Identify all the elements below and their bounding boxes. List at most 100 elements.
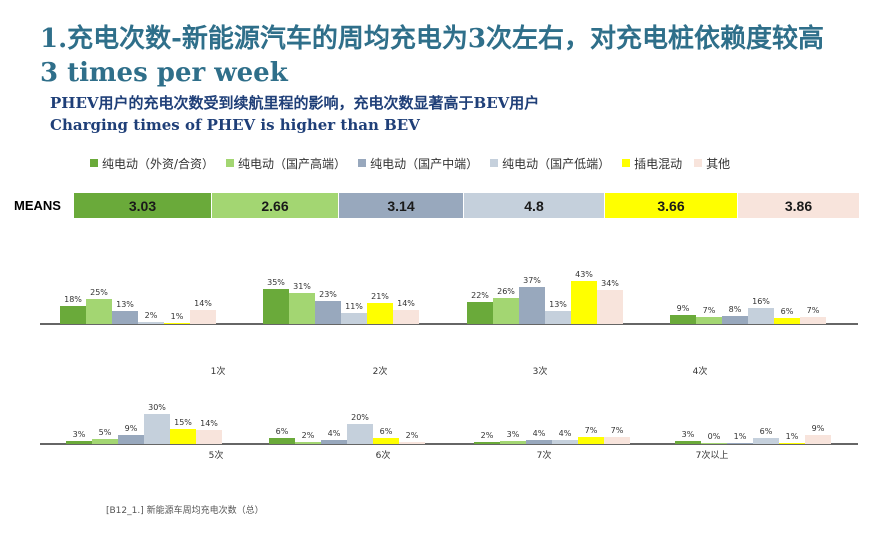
bar	[722, 316, 748, 324]
data-label: 25%	[90, 288, 108, 297]
data-label: 1%	[171, 312, 184, 321]
bar	[701, 443, 727, 444]
bar	[269, 438, 295, 444]
subtitle-line-1: PHEV用户的充电次数受到续航里程的影响，充电次数显著高于BEV用户	[50, 94, 540, 112]
bar	[263, 289, 289, 324]
bar	[367, 303, 393, 324]
legend-label: 纯电动（国产中端）	[370, 156, 479, 171]
data-label: 18%	[64, 295, 82, 304]
category-label: 3次	[533, 365, 548, 377]
means-bar: 3.03 2.66 3.14 4.8 3.66 3.86	[74, 193, 860, 218]
bar	[748, 308, 774, 324]
data-label: 20%	[351, 413, 369, 422]
legend-swatch	[358, 159, 367, 167]
data-label: 34%	[601, 279, 619, 288]
data-label: 0%	[708, 432, 721, 441]
data-label: 26%	[497, 287, 515, 296]
bar	[118, 435, 144, 444]
category-label: 2次	[373, 365, 388, 377]
legend-item: 纯电动（外资/合资）	[90, 155, 214, 172]
data-label: 4%	[559, 429, 572, 438]
footnote: [B12_1.] 新能源车周均充电次数（总）	[106, 506, 264, 516]
bar	[347, 424, 373, 444]
data-label: 4%	[533, 429, 546, 438]
legend-swatch	[694, 159, 703, 167]
bar	[341, 313, 367, 324]
bar	[315, 301, 341, 324]
means-cell: 3.14	[339, 193, 464, 218]
legend-swatch	[226, 159, 235, 167]
bar	[696, 317, 722, 324]
bar	[604, 437, 630, 444]
bar	[66, 441, 92, 444]
legend-label: 纯电动（外资/合资）	[102, 156, 215, 171]
legend-swatch	[90, 159, 98, 167]
means-cell: 2.66	[212, 193, 339, 218]
data-label: 7%	[585, 426, 598, 435]
legend-item: 纯电动（国产中端）	[358, 155, 478, 172]
data-label: 2%	[302, 431, 315, 440]
data-label: 16%	[752, 297, 770, 306]
legend-item: 插电混动	[622, 155, 682, 172]
bar	[753, 438, 779, 444]
bar	[779, 443, 805, 444]
subtitle-line-2: Charging times of PHEV is higher than BE…	[50, 116, 420, 134]
data-label: 6%	[276, 427, 289, 436]
bar	[373, 438, 399, 444]
bar	[399, 442, 425, 444]
data-label: 6%	[760, 427, 773, 436]
data-label: 1%	[786, 432, 799, 441]
data-label: 9%	[812, 424, 825, 433]
data-label: 43%	[575, 270, 593, 279]
bar	[86, 299, 112, 324]
page-title: 1.充电次数-新能源汽车的周均充电为3次左右，对充电桩依赖度较高 3 times…	[40, 22, 824, 90]
legend-label: 其他	[706, 156, 731, 171]
data-label: 5%	[99, 428, 112, 437]
bar	[578, 437, 604, 444]
data-label: 3%	[507, 430, 520, 439]
bar	[170, 429, 196, 444]
bar	[805, 435, 831, 444]
data-label: 30%	[148, 403, 166, 412]
data-label: 15%	[174, 418, 192, 427]
bar	[800, 317, 826, 324]
data-label: 22%	[471, 291, 489, 300]
data-label: 7%	[807, 306, 820, 315]
bar	[467, 302, 493, 324]
data-label: 23%	[319, 290, 337, 299]
bar	[571, 281, 597, 324]
bar	[526, 440, 552, 444]
data-label: 7%	[611, 426, 624, 435]
data-label: 31%	[293, 282, 311, 291]
bar	[196, 430, 222, 444]
data-label: 6%	[781, 307, 794, 316]
category-label: 7次以上	[696, 449, 729, 461]
bar	[727, 443, 753, 444]
means-cell: 4.8	[464, 193, 605, 218]
subtitle: PHEV用户的充电次数受到续航里程的影响，充电次数显著高于BEV用户 Charg…	[50, 92, 539, 136]
legend-label: 纯电动（国产低端）	[502, 156, 611, 171]
title-line-2: 3 times per week	[40, 58, 288, 88]
data-label: 11%	[345, 302, 363, 311]
bar	[289, 293, 315, 324]
data-label: 4%	[328, 429, 341, 438]
category-label: 1次	[211, 365, 226, 377]
data-label: 14%	[194, 299, 212, 308]
data-label: 8%	[729, 305, 742, 314]
data-label: 35%	[267, 278, 285, 287]
means-cell: 3.86	[738, 193, 860, 218]
legend-label: 插电混动	[634, 156, 683, 171]
legend-item: 纯电动（国产高端）	[226, 155, 346, 172]
category-label: 4次	[693, 365, 708, 377]
data-label: 1%	[734, 432, 747, 441]
bar	[321, 440, 347, 444]
title-line-1: 1.充电次数-新能源汽车的周均充电为3次左右，对充电桩依赖度较高	[40, 24, 825, 54]
bar	[675, 441, 701, 444]
bar	[138, 322, 164, 324]
legend-label: 纯电动（国产高端）	[238, 156, 347, 171]
bar	[474, 442, 500, 444]
bar	[519, 287, 545, 324]
chart-legend: 纯电动（外资/合资） 纯电动（国产高端） 纯电动（国产中端） 纯电动（国产低端） 插电混…	[90, 155, 742, 171]
legend-item: 纯电动（国产低端）	[490, 155, 610, 172]
